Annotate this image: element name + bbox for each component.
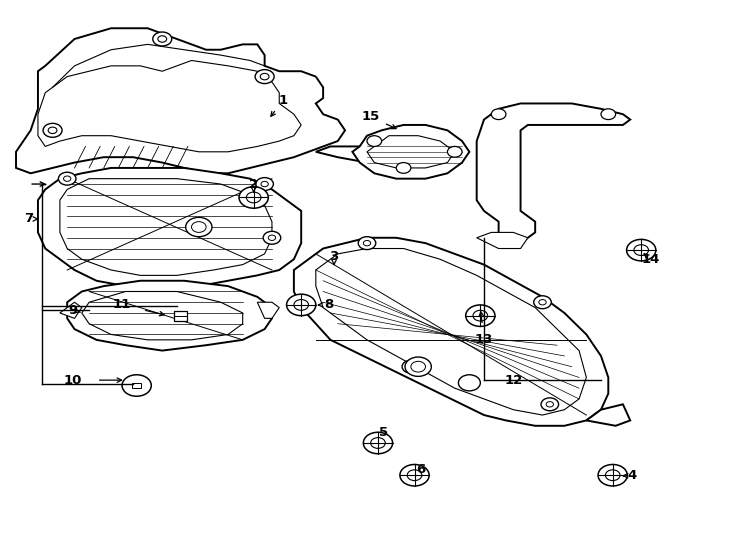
Text: 1: 1 [278, 94, 288, 107]
Circle shape [192, 221, 206, 232]
Polygon shape [258, 302, 279, 319]
Text: 12: 12 [504, 374, 523, 387]
Circle shape [598, 464, 628, 486]
Circle shape [264, 231, 280, 244]
Text: 5: 5 [379, 426, 388, 438]
Circle shape [43, 123, 62, 137]
Circle shape [371, 437, 385, 448]
Circle shape [186, 218, 212, 237]
Circle shape [256, 178, 273, 191]
Text: 9: 9 [68, 304, 78, 317]
Polygon shape [68, 281, 272, 350]
Text: 8: 8 [324, 299, 333, 312]
Circle shape [64, 176, 71, 181]
Circle shape [627, 239, 656, 261]
Text: 13: 13 [475, 333, 493, 346]
Circle shape [601, 109, 616, 119]
Circle shape [459, 375, 480, 391]
Circle shape [363, 240, 371, 246]
Circle shape [195, 224, 203, 230]
Circle shape [606, 470, 620, 481]
Circle shape [491, 109, 506, 119]
Polygon shape [81, 292, 243, 340]
Text: 11: 11 [113, 299, 131, 312]
Circle shape [122, 375, 151, 396]
Circle shape [153, 32, 172, 46]
Circle shape [407, 470, 422, 481]
Polygon shape [60, 302, 81, 319]
Circle shape [539, 300, 546, 305]
Circle shape [411, 361, 426, 372]
Circle shape [255, 70, 274, 84]
Polygon shape [367, 136, 455, 168]
Circle shape [363, 432, 393, 454]
Circle shape [405, 357, 432, 376]
Circle shape [396, 163, 411, 173]
Circle shape [402, 360, 420, 373]
Circle shape [358, 237, 376, 249]
Text: 7: 7 [25, 212, 34, 226]
Polygon shape [316, 248, 586, 415]
Polygon shape [316, 146, 382, 163]
Polygon shape [352, 125, 469, 179]
Polygon shape [476, 232, 528, 248]
Bar [174, 311, 187, 321]
Text: 2: 2 [249, 178, 258, 191]
Circle shape [634, 245, 649, 255]
Bar [132, 383, 141, 388]
Circle shape [541, 398, 559, 411]
Circle shape [546, 402, 553, 407]
Circle shape [247, 192, 261, 203]
Circle shape [286, 294, 316, 316]
Circle shape [269, 235, 275, 240]
Circle shape [448, 146, 462, 157]
Polygon shape [16, 28, 345, 173]
Circle shape [239, 187, 269, 208]
Polygon shape [294, 238, 608, 426]
Polygon shape [586, 404, 631, 426]
Circle shape [465, 305, 495, 326]
Circle shape [261, 181, 269, 187]
Polygon shape [60, 179, 272, 275]
Circle shape [534, 296, 551, 309]
Circle shape [190, 220, 208, 233]
Polygon shape [38, 60, 301, 152]
Circle shape [158, 36, 167, 42]
Circle shape [407, 364, 415, 369]
Text: 10: 10 [64, 374, 82, 387]
Polygon shape [38, 168, 301, 286]
Circle shape [400, 464, 429, 486]
Circle shape [48, 127, 57, 133]
Text: 4: 4 [627, 469, 636, 482]
Text: 3: 3 [330, 250, 338, 263]
Text: 6: 6 [415, 463, 425, 476]
Circle shape [59, 172, 76, 185]
Polygon shape [476, 104, 631, 243]
Circle shape [473, 310, 487, 321]
Circle shape [261, 73, 269, 80]
Text: 14: 14 [642, 253, 660, 266]
Circle shape [367, 136, 382, 146]
Text: 15: 15 [362, 110, 379, 124]
Circle shape [294, 300, 308, 310]
